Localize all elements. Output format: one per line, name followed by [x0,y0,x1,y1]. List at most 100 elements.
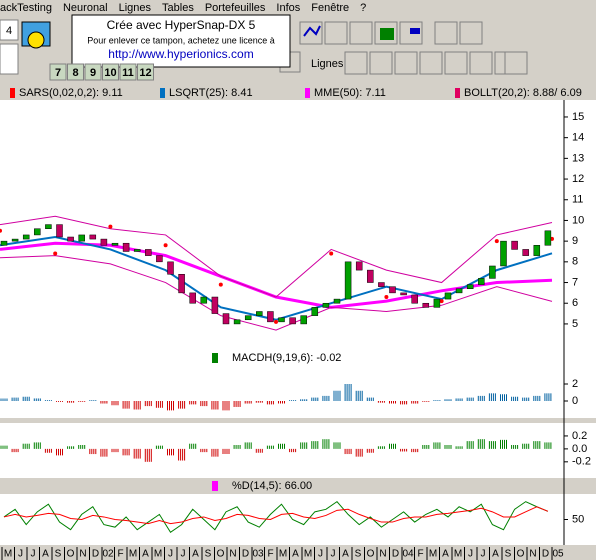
tool-button[interactable] [349,21,373,45]
period-label: 9 [90,67,96,79]
month-label: A [42,549,49,560]
period-button[interactable] [67,63,84,81]
tool-button[interactable] [394,51,418,75]
tool-button[interactable] [369,51,393,75]
month-label: A [292,549,299,560]
toolbar [0,19,528,75]
candle [433,298,441,308]
candle [478,278,485,285]
tool-button[interactable] [459,21,483,45]
y-tick-label: 11 [572,194,583,206]
menu-item[interactable]: ackTesting [0,2,52,14]
month-label: D [542,549,549,560]
candle [178,274,185,294]
sar-dot [384,295,389,300]
period-button[interactable] [49,63,67,81]
y-tick-label: 5 [572,318,578,330]
month-label: O [367,549,375,560]
candle [256,311,263,316]
watermark-box [71,14,291,68]
candle [355,261,363,271]
watermark-title: Crée avec HyperSnap-DX 5 [107,18,256,32]
watermark-url: http://www.hyperionics.com [108,47,253,61]
candle [522,249,529,256]
month-label: F [267,549,273,560]
candle [500,240,507,267]
month-label: J [481,549,486,560]
time-axis [0,547,596,560]
macd-header [0,350,596,368]
line-icon [303,25,321,37]
candle [167,261,174,275]
y-tick-label: 13 [572,152,584,164]
watermark-text: Pour enlever ce tampon, achetez une lice… [87,35,275,45]
legend-text: MME(50): 7.11 [314,87,386,99]
candle [267,311,274,323]
y-tick-label: 0.2 [572,430,587,442]
tool-button[interactable] [444,51,468,75]
sar-dot [329,251,334,256]
y-tick-label: 0.0 [572,443,587,455]
candle [411,294,418,304]
y-tick-label: 6 [572,297,578,309]
osc-panel [0,423,596,478]
menu-item[interactable]: Portefeuilles [205,2,266,14]
menu-item[interactable]: Tables [162,2,194,14]
candle [89,234,97,240]
tool-button[interactable] [504,51,528,75]
candle [45,224,52,229]
candle [444,292,452,300]
tool-button[interactable] [324,21,348,45]
month-label: S [355,549,362,560]
y-tick-label: 7 [572,276,578,288]
menu-item[interactable]: ? [360,2,366,14]
month-label: M [304,549,312,560]
month-label: D [242,549,249,560]
y-tick-label: 12 [572,173,584,185]
tool-button[interactable] [299,21,323,45]
period-button[interactable] [137,63,154,81]
indicator-line [0,215,553,298]
sar-dot [108,224,113,229]
menu-item[interactable]: Lignes [119,2,152,14]
sar-dot [218,282,223,287]
month-label: J [31,549,36,560]
candle [233,319,241,325]
sar-dot [53,251,58,256]
candle [11,238,19,242]
candle [111,242,119,246]
candle [278,317,285,323]
month-label: J [181,549,186,560]
month-label: O [67,549,75,560]
tool-button[interactable] [419,51,443,75]
month-label: O [217,549,225,560]
stoch-label: %D(14,5): 66.00 [232,480,312,492]
menu-item[interactable]: Fenêtre [311,2,349,14]
legend-swatch [160,88,165,98]
lines-label: Lignes [311,58,344,70]
period-button[interactable] [84,63,102,81]
field-box [0,19,19,41]
sar-dot [0,228,2,233]
period-button[interactable] [119,63,137,81]
candle [289,317,296,325]
period-label: 8 [72,67,78,79]
candle [122,242,130,252]
legend-swatch [212,353,218,363]
candle [311,307,319,316]
tool-button[interactable] [344,51,368,75]
month-label: N [229,549,236,560]
stoch-panel [0,494,596,545]
tool-button[interactable] [469,51,493,75]
month-label: J [468,549,473,560]
stoch-line [3,506,549,525]
menu-item[interactable]: Neuronal [63,2,108,14]
period-button[interactable] [102,63,119,81]
candle [211,296,219,314]
period-label: 7 [55,67,61,79]
indicator-line [0,255,553,331]
tool-button[interactable] [434,21,458,45]
menu-item[interactable]: Infos [276,2,300,14]
month-label: M [154,549,162,560]
